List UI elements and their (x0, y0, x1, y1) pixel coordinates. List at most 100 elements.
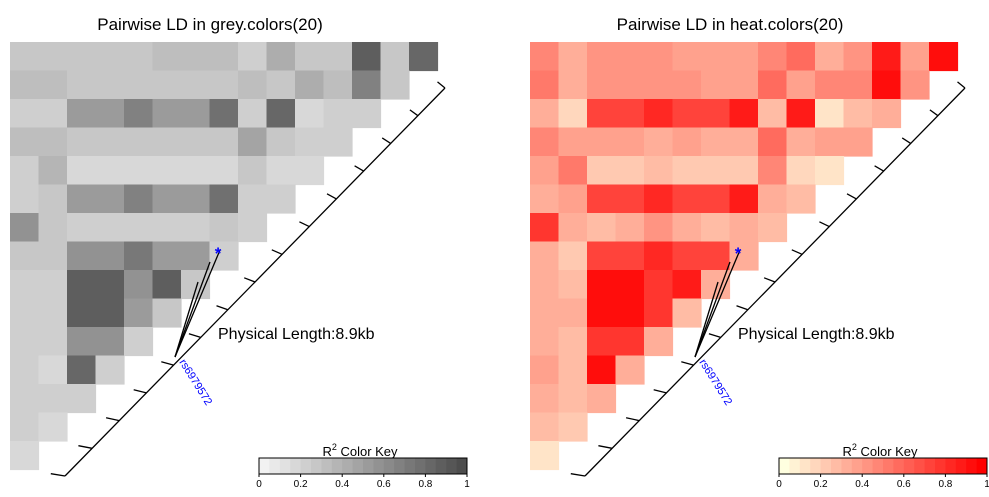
ld-cell (152, 241, 182, 271)
color-key-swatch (779, 458, 790, 474)
ld-cell (644, 70, 674, 100)
ld-cell (10, 441, 40, 471)
ld-cell (615, 298, 645, 328)
ld-cell (758, 213, 788, 243)
ld-cell (10, 241, 40, 271)
ld-cell (587, 99, 617, 129)
ld-cell (181, 156, 211, 186)
ld-cell (181, 99, 211, 129)
ld-cell (530, 327, 560, 357)
ld-cell (701, 99, 731, 129)
snp-map-tick (50, 473, 66, 477)
snp-map-tick (736, 305, 749, 311)
ld-cell (38, 298, 68, 328)
ld-cell (10, 127, 40, 157)
ld-cell (124, 99, 154, 129)
ld-cell (38, 42, 68, 72)
ld-cell (615, 355, 645, 385)
ld-cell (843, 127, 873, 157)
ld-cell (644, 156, 674, 186)
ld-cell (558, 156, 588, 186)
ld-cell (38, 213, 68, 243)
ld-cell (209, 213, 239, 243)
ld-cell (181, 127, 211, 157)
color-key-swatch (394, 458, 405, 474)
color-key-swatch (342, 458, 353, 474)
snp-map-tick (174, 249, 221, 358)
color-key-tick-label: 0.4 (335, 479, 349, 490)
ld-cell (124, 156, 154, 186)
ld-cell (530, 298, 560, 328)
snp-map-tick (326, 193, 337, 200)
color-key-swatch (789, 458, 801, 474)
ld-cell (530, 127, 560, 157)
ld-cell (38, 327, 68, 357)
ld-cell (644, 270, 674, 300)
physical-length-label: Physical Length:8.9kb (218, 326, 375, 343)
color-key-swatch (862, 458, 873, 474)
ld-cell (815, 42, 845, 72)
ld-cell (67, 213, 97, 243)
color-key-swatch (872, 458, 884, 474)
color-key-swatch (383, 458, 395, 474)
ld-cell (758, 99, 788, 129)
ld-cell (67, 184, 97, 214)
ld-cell (152, 127, 182, 157)
ld-cell (38, 127, 68, 157)
ld-cell (587, 184, 617, 214)
ld-cell (209, 99, 239, 129)
snp-map-tick (174, 281, 199, 358)
ld-cell (152, 184, 182, 214)
color-key-swatch (883, 458, 894, 474)
snp-map-tick (133, 389, 147, 394)
ld-cell (615, 42, 645, 72)
ld-cell (815, 99, 845, 129)
color-key-tick-label: 0.4 (855, 479, 869, 490)
snp-marker: * (215, 244, 222, 263)
ld-cell (530, 184, 560, 214)
ld-cell (558, 184, 588, 214)
ld-cell (209, 241, 239, 271)
ld-cell (10, 70, 40, 100)
ld-cell (10, 327, 40, 357)
snp-map-tick (570, 473, 586, 477)
ld-cell (587, 127, 617, 157)
ld-cell (124, 270, 154, 300)
ld-cell (95, 241, 125, 271)
ld-cell (124, 213, 154, 243)
color-key-swatch (290, 458, 301, 474)
color-key-suffix: Color Key (337, 444, 398, 459)
ld-cell (209, 127, 239, 157)
ld-cell (587, 241, 617, 271)
ld-cell (38, 99, 68, 129)
snp-map-tick (409, 109, 419, 117)
ld-cell (786, 127, 816, 157)
ld-cell (10, 213, 40, 243)
ld-cell (124, 42, 154, 72)
snp-label: rs6979572 (176, 357, 214, 407)
ld-cell (729, 70, 759, 100)
ld-cell (615, 156, 645, 186)
ld-cell (67, 355, 97, 385)
physical-map (50, 81, 446, 477)
ld-cell (152, 70, 182, 100)
color-key-tick-label: 0.8 (938, 479, 952, 490)
ld-cell (558, 270, 588, 300)
ld-cell (530, 441, 560, 471)
ld-cell (10, 355, 40, 385)
color-key-tick-label: 0.8 (418, 479, 432, 490)
color-key-title: R2 Color Key (842, 442, 918, 459)
color-key-suffix: Color Key (857, 444, 918, 459)
ld-cell (323, 127, 353, 157)
ld-cell (10, 184, 40, 214)
ld-cell (758, 184, 788, 214)
color-key-tick-label: 0.6 (377, 479, 391, 490)
ld-cell (644, 213, 674, 243)
ld-cell (38, 355, 68, 385)
ld-cell (38, 412, 68, 442)
ld-cell (530, 42, 560, 72)
color-key-swatch (841, 458, 853, 474)
ld-cell (530, 270, 560, 300)
ld-cell (786, 184, 816, 214)
ld-cell (615, 184, 645, 214)
